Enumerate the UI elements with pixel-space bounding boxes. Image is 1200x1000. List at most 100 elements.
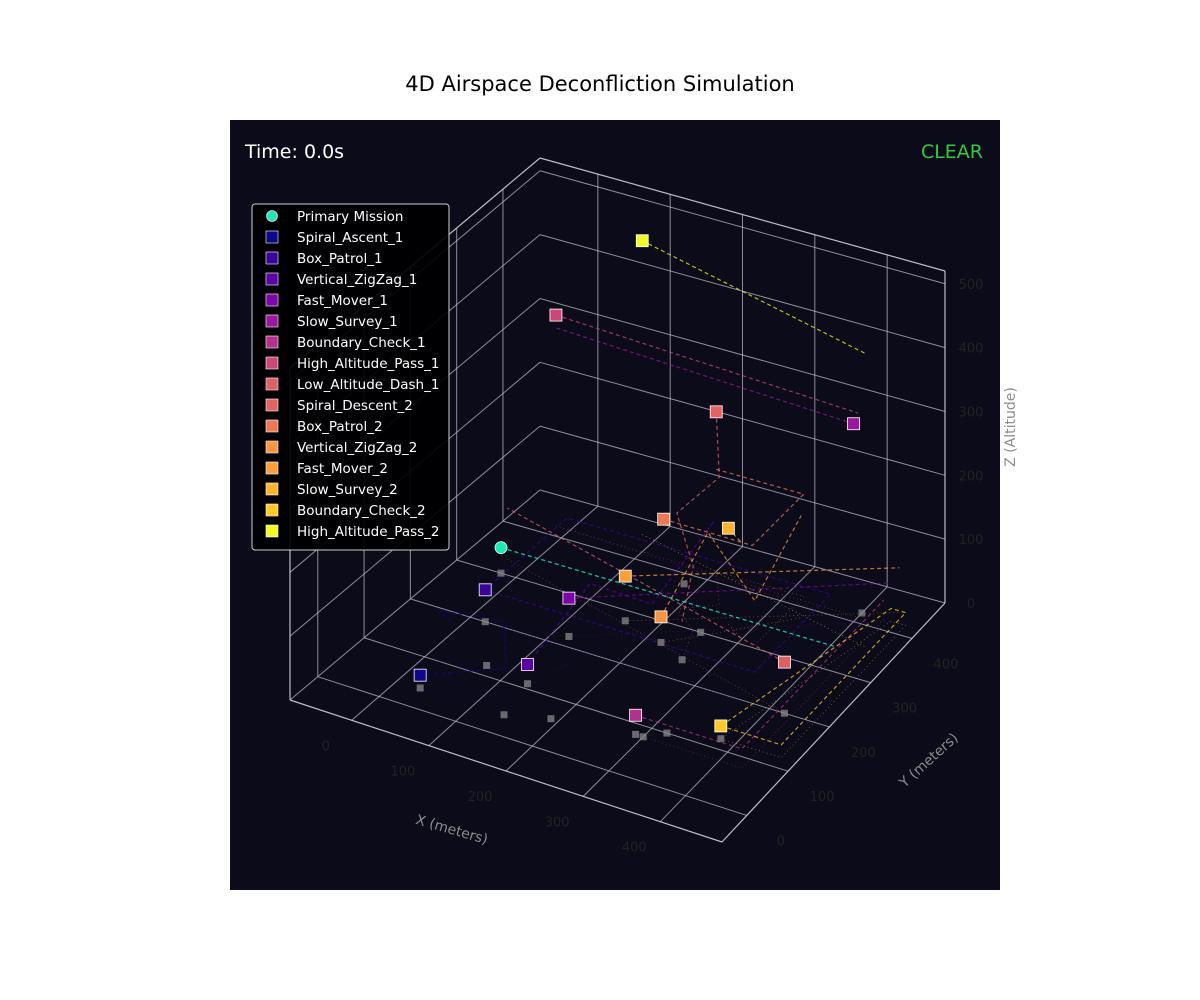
floor-grid-line	[317, 676, 747, 816]
x-axis-line	[289, 699, 723, 843]
drone-marker-spiral-descent-2	[709, 405, 723, 419]
legend-label: High_Altitude_Pass_1	[297, 356, 440, 372]
ground-shadow-marker	[858, 609, 866, 617]
legend-label: Primary Mission	[297, 209, 404, 225]
z-tick-label: 0	[967, 597, 975, 612]
flight-path-spiral-ascent-1	[420, 609, 508, 676]
z-tick-label: 400	[959, 342, 984, 357]
ground-shadow-marker	[678, 656, 686, 664]
legend-label: Spiral_Descent_2	[297, 398, 413, 414]
flight-path-shadow	[728, 623, 743, 640]
flight-path-shadow	[507, 558, 785, 714]
legend-marker	[265, 377, 279, 391]
flight-path-shadow	[635, 618, 885, 769]
drone-marker-box-patrol-2	[657, 512, 671, 526]
back-wall-grid-line	[539, 297, 946, 412]
drone-marker-boundary-check-2	[714, 719, 728, 733]
back-wall-grid-line	[539, 170, 946, 285]
legend-label: Spiral_Ascent_1	[297, 230, 403, 246]
drone-marker-slow-survey-1	[847, 417, 860, 431]
legend-label: Vertical_ZigZag_1	[297, 272, 417, 288]
x-tick-label: 100	[390, 765, 415, 780]
y-tick-label: 200	[851, 746, 876, 761]
flight-path-shadow	[568, 620, 892, 637]
legend-label: High_Altitude_Pass_2	[297, 524, 440, 540]
drone-marker-fast-mover-1	[562, 591, 576, 605]
drone-marker-boundary-check-1	[629, 708, 643, 722]
drone-marker-vertical-zigzag-1	[521, 658, 534, 671]
z-tick-label: 100	[959, 533, 984, 548]
drone-marker-fast-mover-2	[618, 569, 632, 583]
left-wall-grid-line	[289, 489, 541, 701]
legend-marker	[265, 503, 279, 517]
box-edge	[539, 157, 946, 272]
legend-label: Box_Patrol_2	[297, 419, 383, 435]
legend-marker	[265, 251, 279, 265]
flight-path-fast-mover-2	[625, 567, 900, 577]
flight-path-boundary-check-2	[720, 607, 907, 746]
ground-shadows	[416, 569, 866, 743]
ground-shadow-marker	[621, 617, 629, 625]
flight-path-vertical-zigzag-1	[527, 521, 714, 665]
legend-marker	[265, 398, 279, 412]
flight-path-fast-mover-1	[568, 582, 892, 599]
ground-shadow-marker	[497, 569, 505, 577]
drone-marker-vertical-zigzag-2	[654, 610, 668, 624]
ground-shadow-marker	[657, 638, 665, 646]
y-tick-label: 0	[777, 834, 785, 849]
ground-shadow-marker	[483, 661, 491, 669]
z-tick-label: 500	[959, 278, 984, 293]
z-axis-label: Z (Altitude)	[1003, 387, 1019, 467]
legend-marker	[265, 314, 279, 328]
legend-marker-primary	[266, 210, 278, 222]
ground-shadow-marker	[717, 735, 725, 743]
legend-marker	[265, 293, 279, 307]
floor-grid-line	[351, 505, 599, 721]
floor-grid-line	[582, 566, 816, 797]
flight-path-slow-survey-1	[555, 327, 854, 425]
flight-path-box-patrol-1	[484, 517, 832, 673]
legend-marker	[265, 272, 279, 286]
ground-shadow-marker	[639, 733, 647, 741]
z-tick-label: 200	[959, 469, 984, 484]
primary-mission-marker	[494, 541, 508, 555]
legend-label: Box_Patrol_1	[297, 251, 383, 267]
ground-shadow-marker	[663, 729, 671, 737]
legend-marker	[265, 335, 279, 349]
legend-label: Slow_Survey_2	[297, 482, 398, 498]
legend-label: Low_Altitude_Dash_1	[297, 377, 439, 393]
legend-label: Fast_Mover_2	[297, 461, 388, 477]
drone-marker-low-altitude-dash-1	[778, 655, 791, 669]
flight-path-high-altitude-pass-1	[555, 314, 858, 414]
ground-shadow-marker	[780, 709, 788, 717]
legend-label: Vertical_ZigZag_2	[297, 440, 417, 456]
ground-shadow-marker	[481, 618, 489, 626]
y-tick-label: 300	[892, 702, 917, 717]
time-readout: Time: 0.0s	[244, 141, 344, 163]
legend-marker	[265, 440, 279, 454]
drone-marker-slow-survey-2	[721, 521, 735, 535]
flight-path-spiral-descent-2	[676, 411, 720, 622]
back-wall-grid-line	[539, 425, 946, 540]
drone-markers	[413, 234, 860, 733]
ground-shadow-marker	[632, 730, 640, 738]
legend-marker	[265, 461, 279, 475]
flight-path-shadow	[663, 571, 805, 649]
ground-shadow-marker	[416, 684, 424, 692]
floor-grid-line	[363, 637, 789, 772]
legend-label: Fast_Mover_1	[297, 293, 388, 309]
flight-path-shadow	[676, 571, 720, 660]
floor-grid-line	[659, 586, 888, 823]
x-tick-label: 0	[322, 739, 330, 754]
primary-mission-path	[500, 546, 834, 647]
flight-path-shadow	[625, 612, 900, 622]
ground-shadow-marker	[524, 680, 532, 688]
legend: Primary Mission Spiral_Ascent_1 Box_Patrol…	[251, 203, 450, 551]
legend-marker	[265, 356, 279, 370]
flight-path-shadow	[420, 659, 508, 695]
ground-shadow-marker	[680, 580, 688, 588]
legend-marker	[265, 482, 279, 496]
flight-path-shadow	[720, 620, 907, 759]
ground-shadow-marker	[565, 632, 573, 640]
